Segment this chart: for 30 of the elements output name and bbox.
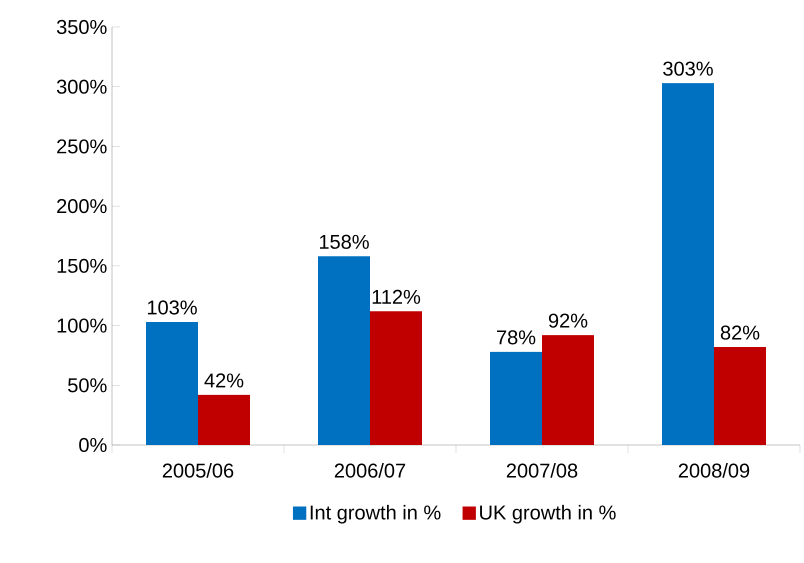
- x-tick-label: 2005/06: [162, 463, 234, 478]
- bar: [662, 83, 714, 445]
- data-label: 158%: [320, 234, 369, 249]
- bar: [146, 322, 198, 445]
- bar: [370, 311, 422, 445]
- bar: [318, 256, 370, 445]
- y-tick-label: 200%: [57, 199, 107, 214]
- bar: [542, 335, 594, 445]
- x-tick-label: 2008/09: [678, 463, 750, 478]
- y-tick-label: 100%: [58, 318, 107, 333]
- bar: [490, 352, 542, 445]
- bar: [714, 347, 766, 445]
- y-tick-label: 300%: [56, 80, 107, 94]
- y-tick-label: 50%: [68, 378, 107, 392]
- data-label: 112%: [372, 290, 420, 304]
- x-tick-label: 2007/08: [506, 463, 578, 478]
- y-tick-label: 0%: [79, 438, 107, 452]
- legend-label: Int growth in %: [310, 504, 440, 524]
- x-tick-label: 2006/07: [334, 463, 406, 478]
- legend-label: UK growth in %: [480, 504, 616, 524]
- data-label: 92%: [548, 314, 588, 328]
- data-label: 303%: [663, 62, 713, 76]
- data-label: 78%: [497, 330, 536, 344]
- bar: [198, 394, 250, 445]
- y-tick-label: 150%: [58, 258, 107, 273]
- y-tick-label: 350%: [56, 20, 107, 34]
- data-label: 42%: [204, 373, 244, 388]
- data-label: 82%: [720, 326, 760, 340]
- y-tick-label: 250%: [57, 139, 107, 154]
- data-label: 103%: [148, 300, 197, 315]
